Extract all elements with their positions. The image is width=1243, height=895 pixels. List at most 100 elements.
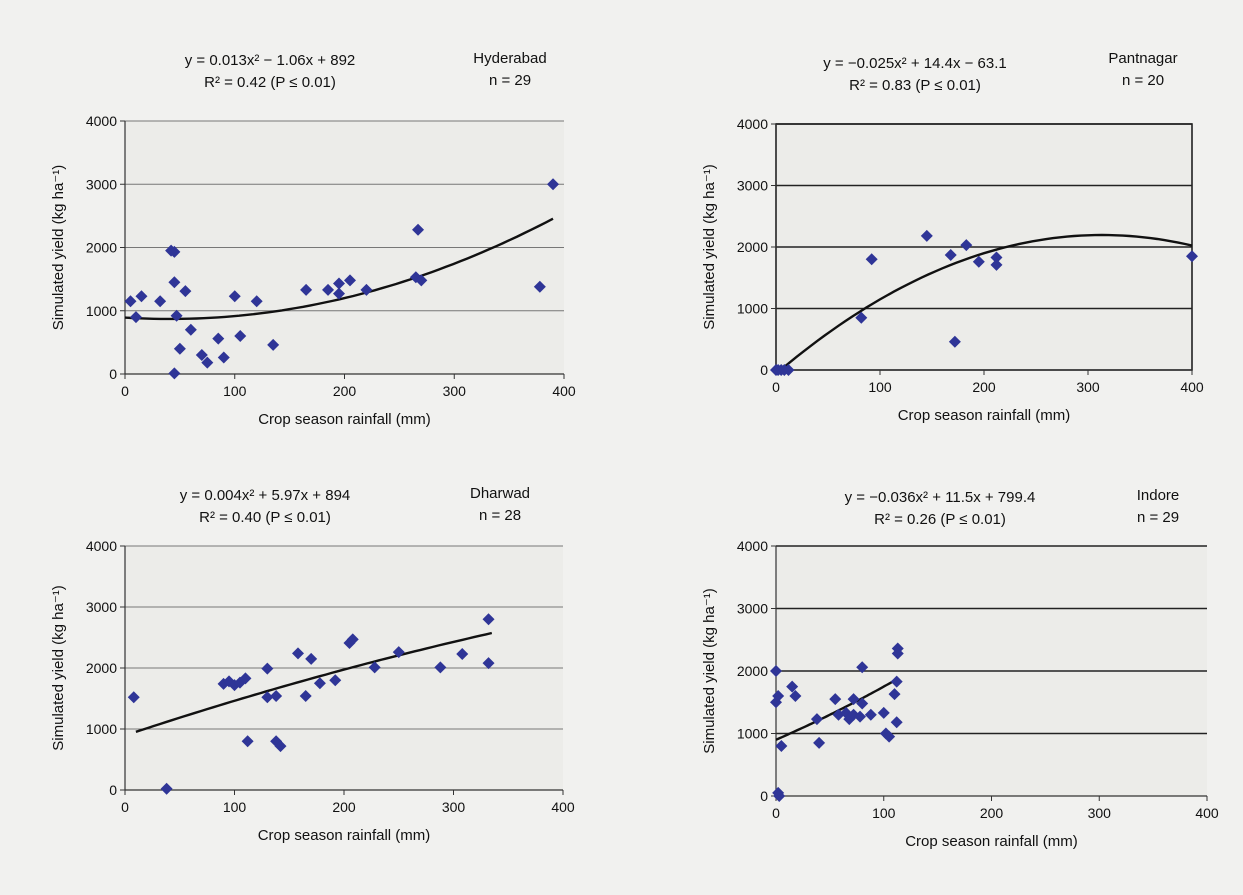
- data-point: [415, 274, 428, 287]
- y-tick-label: 1000: [737, 726, 768, 742]
- site-name: Pantnagar: [1108, 50, 1177, 67]
- y-tick-label: 0: [760, 788, 768, 804]
- y-tick-label: 0: [109, 366, 117, 382]
- data-point: [813, 736, 826, 749]
- data-point: [154, 295, 167, 308]
- data-point: [864, 708, 877, 721]
- x-tick-label: 200: [333, 383, 357, 399]
- x-tick-label: 400: [551, 799, 575, 815]
- regression-equation: y = 0.004x² + 5.97x + 894: [180, 487, 351, 504]
- data-point: [300, 283, 313, 296]
- sample-size-label: n = 29: [489, 72, 531, 89]
- y-tick-label: 0: [760, 362, 768, 378]
- data-point: [789, 690, 802, 702]
- data-point: [170, 309, 183, 322]
- data-point: [856, 661, 869, 674]
- data-point: [960, 239, 973, 252]
- data-point: [829, 693, 842, 706]
- data-point: [786, 680, 799, 693]
- data-point: [124, 295, 137, 308]
- data-point: [261, 662, 274, 675]
- trend-line: [775, 233, 1193, 372]
- data-point: [217, 351, 230, 364]
- x-tick-label: 0: [121, 799, 129, 815]
- x-tick-label: 0: [121, 383, 129, 399]
- data-point: [173, 342, 186, 355]
- data-point: [333, 277, 346, 290]
- site-name: Hyderabad: [473, 50, 546, 67]
- x-tick-label: 300: [443, 383, 467, 399]
- data-point: [990, 258, 1003, 271]
- data-point: [392, 646, 405, 659]
- x-tick-label: 300: [1088, 805, 1112, 821]
- data-point: [944, 248, 957, 261]
- data-point: [772, 690, 785, 702]
- sample-size-label: n = 29: [1137, 509, 1179, 526]
- data-point: [160, 782, 173, 795]
- x-tick-label: 400: [1195, 805, 1219, 821]
- data-point: [890, 675, 903, 688]
- data-point: [250, 295, 263, 308]
- y-tick-label: 0: [109, 782, 117, 798]
- data-point: [456, 647, 469, 660]
- data-point: [270, 690, 283, 703]
- y-tick-label: 4000: [86, 538, 117, 554]
- data-point: [877, 706, 890, 719]
- data-point: [855, 311, 868, 324]
- chart-panel-pantnagar: 0 1000 2000 3000 4000 0 100 200 300 400 Crop seaso…: [701, 50, 1204, 424]
- data-point: [129, 311, 142, 324]
- data-point: [346, 633, 359, 646]
- data-point: [920, 229, 933, 242]
- chart-panel-hyderabad: 0 1000 2000 3000 4000 0 100 200 300 400 Crop seaso…: [50, 50, 576, 428]
- data-point: [865, 253, 878, 266]
- x-tick-label: 200: [972, 379, 996, 395]
- x-tick-label: 200: [980, 805, 1004, 821]
- x-tick-label: 100: [223, 383, 247, 399]
- data-point: [482, 657, 495, 670]
- y-tick-label: 3000: [86, 599, 117, 615]
- data-point: [241, 735, 254, 748]
- data-point: [168, 276, 181, 289]
- data-point: [972, 255, 985, 268]
- data-point: [482, 613, 495, 626]
- y-tick-label: 2000: [86, 660, 117, 676]
- data-point: [547, 178, 560, 191]
- regression-equation: y = −0.036x² + 11.5x + 799.4: [845, 489, 1036, 506]
- data-point: [773, 790, 786, 802]
- data-point: [313, 677, 326, 690]
- data-point: [127, 691, 140, 704]
- data-point: [782, 364, 795, 376]
- r-squared-label: R² = 0.42 (P ≤ 0.01): [204, 74, 336, 91]
- data-point: [890, 716, 903, 729]
- data-point: [888, 688, 901, 701]
- x-axis-label: Crop season rainfall (mm): [258, 827, 431, 844]
- x-tick-label: 400: [1180, 379, 1204, 395]
- x-tick-label: 100: [223, 799, 247, 815]
- y-axis-label: Simulated yield (kg ha⁻¹): [50, 585, 67, 750]
- x-tick-label: 0: [772, 805, 780, 821]
- data-point: [267, 338, 280, 351]
- data-point: [883, 730, 896, 743]
- x-axis-label: Crop season rainfall (mm): [898, 407, 1071, 424]
- data-point: [770, 665, 782, 677]
- data-point: [228, 290, 241, 303]
- data-point: [201, 356, 214, 369]
- x-tick-label: 0: [772, 379, 780, 395]
- data-point: [343, 274, 356, 287]
- data-point: [305, 652, 318, 665]
- data-point: [329, 674, 342, 687]
- x-axis-label: Crop season rainfall (mm): [258, 411, 431, 428]
- data-point: [179, 285, 192, 298]
- data-point: [135, 290, 148, 303]
- y-tick-label: 3000: [737, 178, 768, 194]
- y-tick-label: 1000: [86, 721, 117, 737]
- regression-equation: y = 0.013x² − 1.06x + 892: [185, 52, 356, 69]
- y-tick-label: 4000: [86, 113, 117, 129]
- r-squared-label: R² = 0.83 (P ≤ 0.01): [849, 77, 981, 94]
- y-tick-label: 4000: [737, 116, 768, 132]
- data-point: [195, 349, 208, 362]
- data-point: [261, 691, 274, 704]
- data-point: [299, 690, 312, 703]
- data-point: [891, 647, 904, 660]
- y-axis-label: Simulated yield (kg ha⁻¹): [50, 165, 67, 330]
